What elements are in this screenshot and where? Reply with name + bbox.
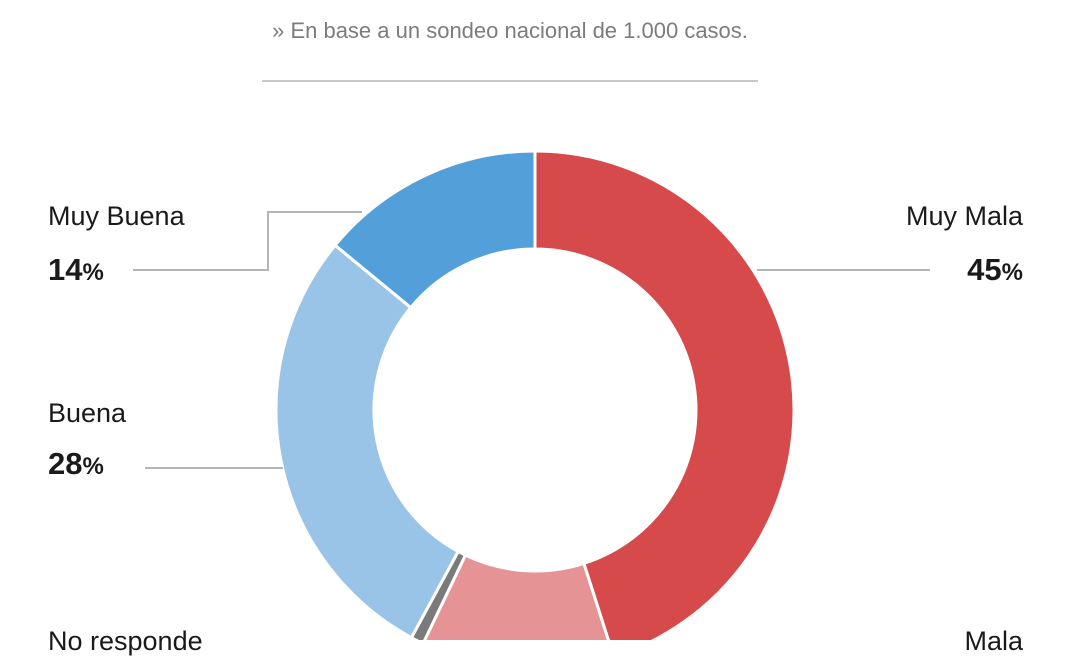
label-muy-mala: Muy Mala — [905, 201, 1023, 231]
value-buena: 28% — [48, 446, 104, 481]
slice-muy-buena — [333, 149, 537, 310]
slice-buena — [274, 243, 461, 640]
chart-subtitle: » En base a un sondeo nacional de 1.000 … — [272, 18, 748, 43]
donut-chart — [133, 149, 930, 640]
leader-muy-buena — [133, 211, 362, 271]
value-muy-mala: 45% — [967, 252, 1023, 287]
label-no-responde: No responde — [48, 626, 203, 656]
label-mala: Mala — [964, 626, 1023, 656]
value-muy-buena: 14% — [48, 252, 104, 287]
slice-mala — [423, 553, 610, 640]
label-muy-buena: Muy Buena — [48, 201, 185, 231]
slice-muy-mala — [533, 149, 796, 640]
divider — [262, 80, 758, 82]
label-buena: Buena — [48, 398, 127, 428]
